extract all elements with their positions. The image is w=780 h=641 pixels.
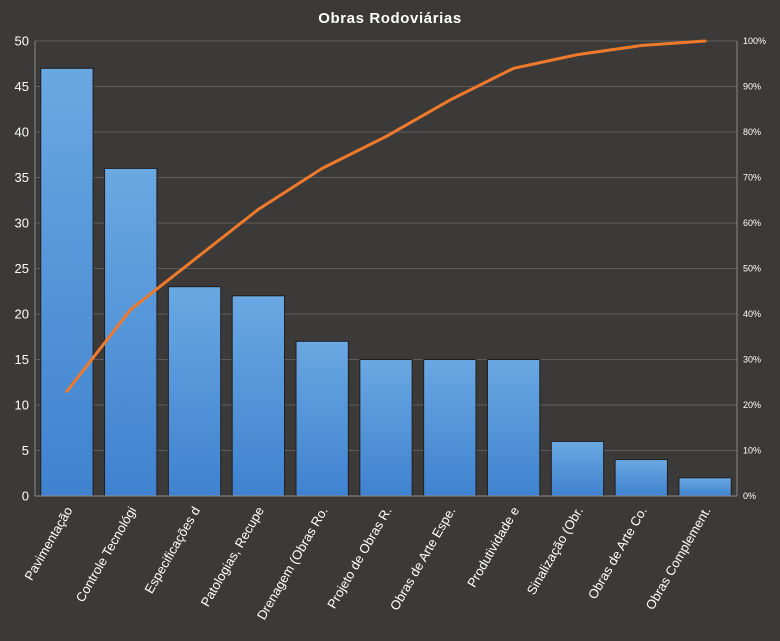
y2-tick-label: 50%	[743, 264, 761, 274]
x-tick-label: Obras de Arte Espe.	[387, 504, 459, 613]
x-tick-label: Sinalização (Obr.	[524, 504, 586, 597]
y-axis-ticks: 0 5 10 15 20 25 30 35 40 45 50	[15, 34, 29, 504]
x-tick-label: Projeto de Obras R.	[324, 504, 394, 611]
y-tick-label: 30	[15, 216, 29, 231]
cumulative-line-group	[65, 39, 707, 393]
y-tick-label: 40	[15, 125, 29, 140]
cumulative-line	[65, 39, 707, 393]
axes	[34, 41, 738, 497]
y-tick-label: 45	[15, 79, 29, 94]
x-tick-label: Pavimentação	[21, 504, 75, 583]
x-tick-label: Drenagem (Obras Ro.	[254, 504, 331, 622]
x-tick-label: Obras Complement.	[643, 504, 714, 612]
y2-tick-label: 90%	[743, 82, 761, 92]
y2-tick-label: 0%	[743, 491, 756, 501]
x-tick-label: Patologias, Recupe	[198, 504, 267, 609]
y-tick-label: 5	[22, 443, 29, 458]
y-tick-label: 25	[15, 261, 29, 276]
y2-tick-label: 80%	[743, 127, 761, 137]
bar	[167, 286, 222, 497]
x-tick-label: Obras de Arte Co.	[585, 504, 650, 602]
y2-tick-label: 20%	[743, 400, 761, 410]
bar	[231, 295, 286, 497]
bar	[550, 440, 605, 497]
y-tick-label: 35	[15, 170, 29, 185]
x-tick-label: Especificações d	[141, 504, 203, 596]
bar	[486, 359, 541, 497]
y-tick-label: 10	[15, 398, 29, 413]
bar	[614, 459, 668, 497]
bar	[295, 340, 349, 497]
chart-title: Obras Rodoviárias	[318, 10, 462, 27]
y2-tick-label: 100%	[743, 36, 766, 46]
x-tick-label: Controle Tecnológi	[73, 504, 140, 605]
bar	[423, 359, 477, 497]
y2-tick-label: 70%	[743, 173, 761, 183]
bar	[678, 477, 732, 497]
y-tick-label: 15	[15, 352, 29, 367]
y-tick-label: 0	[22, 489, 29, 504]
y2-tick-label: 60%	[743, 218, 761, 228]
y2-tick-label: 40%	[743, 309, 761, 319]
y2-axis-ticks: 0% 10% 20% 30% 40% 50% 60% 70% 80% 90% 100%	[743, 36, 766, 501]
y-tick-label: 20	[15, 307, 29, 322]
bar	[40, 67, 94, 497]
y2-tick-label: 30%	[743, 355, 761, 365]
y2-tick-label: 10%	[743, 446, 761, 456]
x-tick-label: Produtividade e	[464, 504, 522, 590]
bar	[359, 359, 413, 497]
y-tick-label: 50	[15, 34, 29, 49]
